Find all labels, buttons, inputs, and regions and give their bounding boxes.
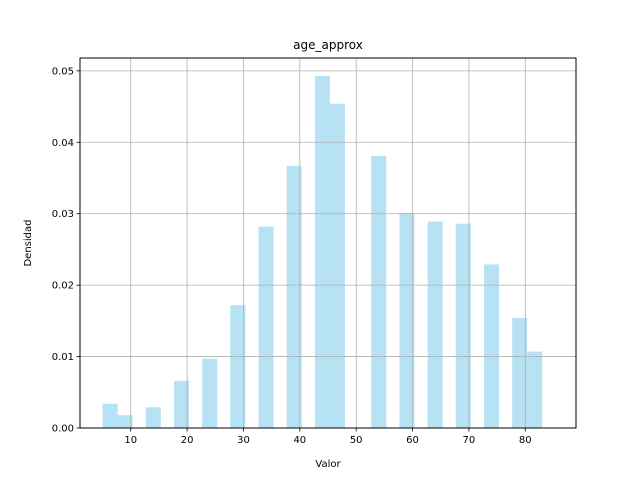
- histogram-bar: [483, 264, 500, 428]
- histogram-bar: [371, 155, 387, 428]
- histogram-bar: [399, 213, 415, 428]
- y-tick-label: 0.02: [52, 281, 74, 292]
- x-tick-label: 30: [237, 435, 250, 446]
- x-tick-label: 20: [181, 435, 194, 446]
- ticks-layer: 10 20 30 40 50 60 70 80 0.00 0.01 0.02 0.03 0.04 0.05: [52, 66, 532, 446]
- chart-title: age_approx: [293, 38, 363, 52]
- histogram-bar: [202, 358, 218, 428]
- x-tick-label: 70: [463, 435, 476, 446]
- histogram-bar: [258, 226, 274, 428]
- x-tick-label: 60: [406, 435, 419, 446]
- histogram-bar: [230, 305, 246, 428]
- y-axis-title: Densidad: [23, 219, 34, 266]
- y-tick-label: 0.03: [52, 209, 74, 220]
- x-tick-label: 80: [519, 435, 532, 446]
- bars-layer: [102, 75, 543, 428]
- x-axis-title: Valor: [315, 459, 341, 470]
- grid-layer: [80, 58, 576, 429]
- histogram-bar: [455, 223, 471, 428]
- x-tick-label: 40: [293, 435, 306, 446]
- histogram-bar: [117, 415, 133, 428]
- histogram-bar: [527, 351, 543, 428]
- histogram-bar: [286, 165, 302, 428]
- y-tick-label: 0.05: [52, 66, 74, 77]
- y-tick-label: 0.01: [52, 352, 74, 363]
- histogram-bar: [512, 318, 528, 428]
- y-tick-label: 0.04: [52, 138, 74, 149]
- histogram-bar: [427, 221, 443, 428]
- y-tick-label: 0.00: [52, 424, 74, 435]
- histogram-bar: [173, 380, 190, 428]
- histogram-bar: [145, 407, 161, 428]
- x-tick-label: 10: [124, 435, 137, 446]
- x-tick-label: 50: [350, 435, 363, 446]
- histogram-bar: [329, 103, 345, 428]
- histogram-bar: [314, 75, 330, 428]
- plot-frame: [79, 57, 577, 429]
- histogram-bar: [102, 403, 118, 428]
